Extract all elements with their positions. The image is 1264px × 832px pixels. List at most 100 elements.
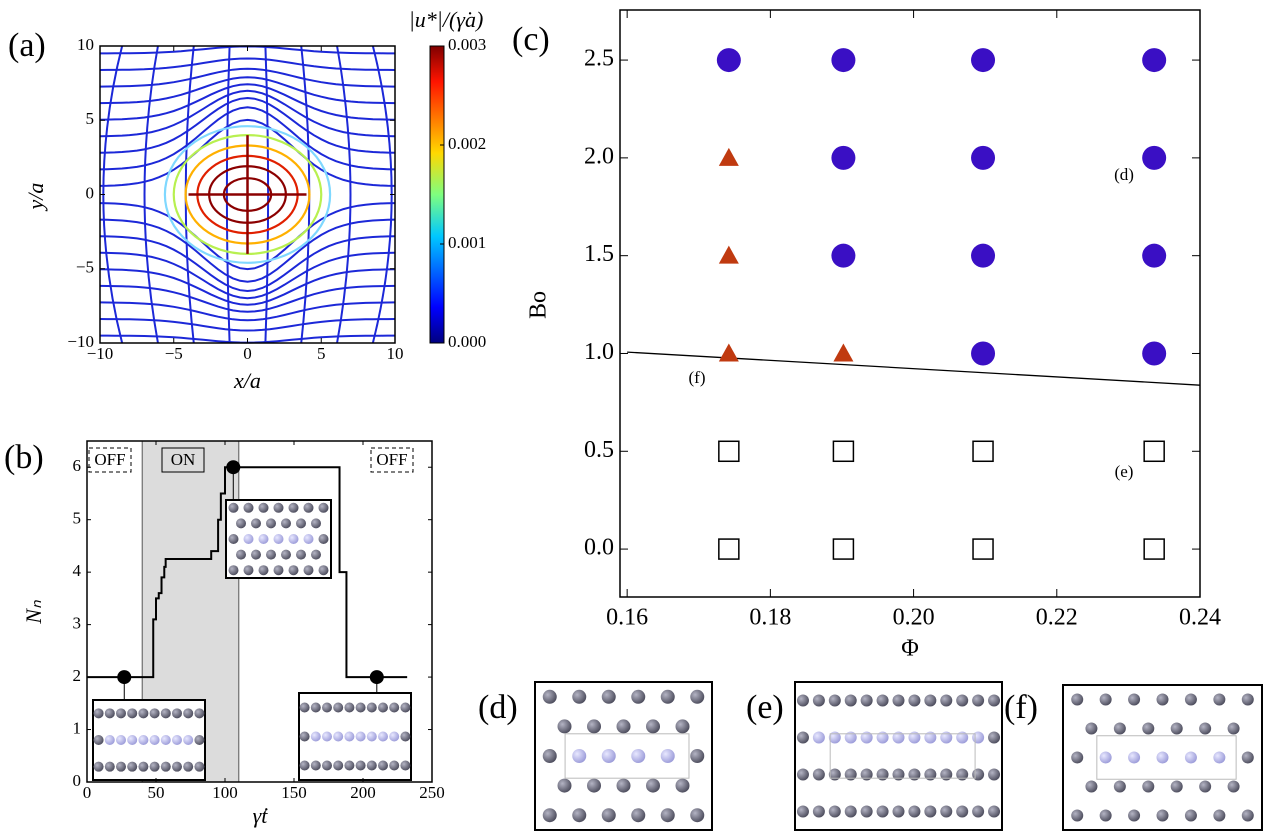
y-tick-label: 6 [73, 456, 82, 475]
y-tick-label: 0.0 [584, 535, 614, 561]
particle [988, 806, 1000, 818]
point [831, 48, 855, 72]
particle [289, 503, 299, 513]
particle [972, 769, 984, 781]
particle [1128, 694, 1140, 706]
particle [940, 806, 952, 818]
particle [1114, 723, 1126, 735]
x-axis-label: Φ [901, 636, 919, 662]
particle [333, 703, 343, 713]
particle [797, 806, 809, 818]
point [1142, 146, 1166, 170]
particle [1142, 723, 1154, 735]
particle [558, 719, 572, 733]
particle [289, 534, 299, 544]
particle [631, 690, 645, 704]
particle [1228, 723, 1240, 735]
point [717, 48, 741, 72]
point [833, 343, 853, 361]
particle [229, 565, 239, 575]
particle [861, 769, 873, 781]
particle [661, 808, 675, 822]
particle [94, 735, 104, 745]
streamline [189, 135, 307, 254]
particle [266, 550, 276, 560]
particle [281, 518, 291, 528]
particle [676, 779, 690, 793]
page: {"chart_data": [ {"type": "streamplot", … [0, 0, 1264, 832]
particle [266, 518, 276, 528]
particle [311, 761, 321, 771]
y-tick-label: 2.5 [584, 46, 614, 72]
x-tick-label: 0.18 [749, 605, 791, 631]
x-axis-label: γ̇t [253, 803, 269, 828]
particle [1100, 694, 1112, 706]
particle [244, 565, 254, 575]
particle [829, 806, 841, 818]
particle [646, 779, 660, 793]
particle [908, 695, 920, 707]
y-tick-label: 1 [73, 718, 82, 737]
particle [646, 719, 660, 733]
particle [861, 732, 873, 744]
point [1144, 539, 1164, 559]
point [971, 244, 995, 268]
particle [813, 769, 825, 781]
particle [183, 708, 193, 718]
panel-label: (e) [746, 689, 784, 726]
region-label: OFF [94, 450, 125, 469]
particle [813, 806, 825, 818]
point [719, 246, 739, 264]
particle [116, 708, 126, 718]
particle [1185, 810, 1197, 822]
particle [322, 732, 332, 742]
region-label: OFF [376, 450, 407, 469]
particle [259, 534, 269, 544]
particle [389, 761, 399, 771]
panel-label: (d) [478, 689, 518, 726]
particle [1185, 694, 1197, 706]
particle [1085, 723, 1097, 735]
annotation: (f) [689, 368, 706, 387]
particle [304, 565, 314, 575]
particle [94, 708, 104, 718]
particle [1199, 781, 1211, 793]
particle [296, 550, 306, 560]
marker [370, 670, 384, 684]
particle [908, 732, 920, 744]
particle [829, 695, 841, 707]
particle [94, 762, 104, 772]
x-tick-label: 0.24 [1179, 605, 1221, 631]
particle [105, 762, 115, 772]
panel-label: (f) [1004, 689, 1038, 726]
colorbar-tick-label: 0.001 [448, 233, 486, 252]
particle [127, 708, 137, 718]
particle [956, 806, 968, 818]
particle [1157, 694, 1169, 706]
particle [690, 749, 704, 763]
colorbar-tick-label: 0.000 [448, 332, 486, 351]
particle [172, 762, 182, 772]
particle [378, 761, 388, 771]
colorbar-tick-label: 0.003 [448, 35, 486, 54]
y-tick-label: −10 [67, 332, 94, 351]
particle [150, 708, 160, 718]
particle [259, 565, 269, 575]
particle [172, 735, 182, 745]
particle [797, 695, 809, 707]
particle [150, 762, 160, 772]
particle [296, 518, 306, 528]
y-tick-label: 2.0 [584, 143, 614, 169]
point [719, 148, 739, 166]
particle [813, 695, 825, 707]
particle [877, 806, 889, 818]
particle [617, 779, 631, 793]
point [831, 244, 855, 268]
y-tick-label: 0 [86, 183, 95, 202]
particle [311, 732, 321, 742]
x-tick-label: 0.20 [893, 605, 935, 631]
particle [602, 690, 616, 704]
region-label: ON [171, 450, 196, 469]
particle [116, 735, 126, 745]
annotation: (e) [1115, 462, 1134, 481]
